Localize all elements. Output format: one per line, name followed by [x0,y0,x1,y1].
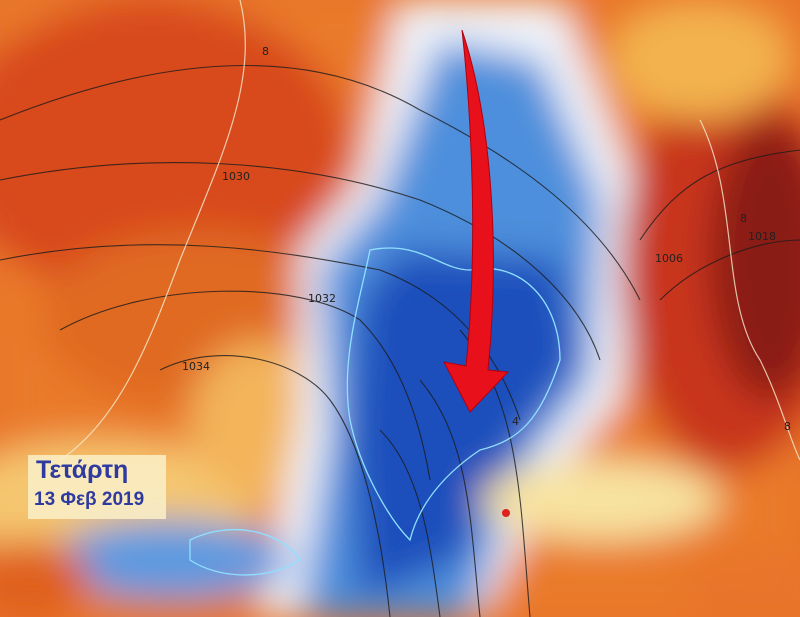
contour-label: 8 [740,212,747,225]
isobar-label: 1006 [655,252,683,265]
isobar-label: 1034 [182,360,210,373]
date-caption-box [28,455,166,519]
isobars [0,65,800,617]
date-label: 13 Φεβ 2019 [34,489,145,510]
contour-label: 8 [262,45,269,58]
contour-label: 4 [512,415,519,428]
athens-marker [502,509,510,517]
isobar-label: 1030 [222,170,250,183]
day-label: Τετάρτη [36,456,129,484]
isobar-label: 1032 [308,292,336,305]
isobar-label: 1018 [748,230,776,243]
temperature-contours [59,0,800,461]
contour-label: 8 [784,420,791,433]
cold-flow-arrow-icon [443,29,510,413]
